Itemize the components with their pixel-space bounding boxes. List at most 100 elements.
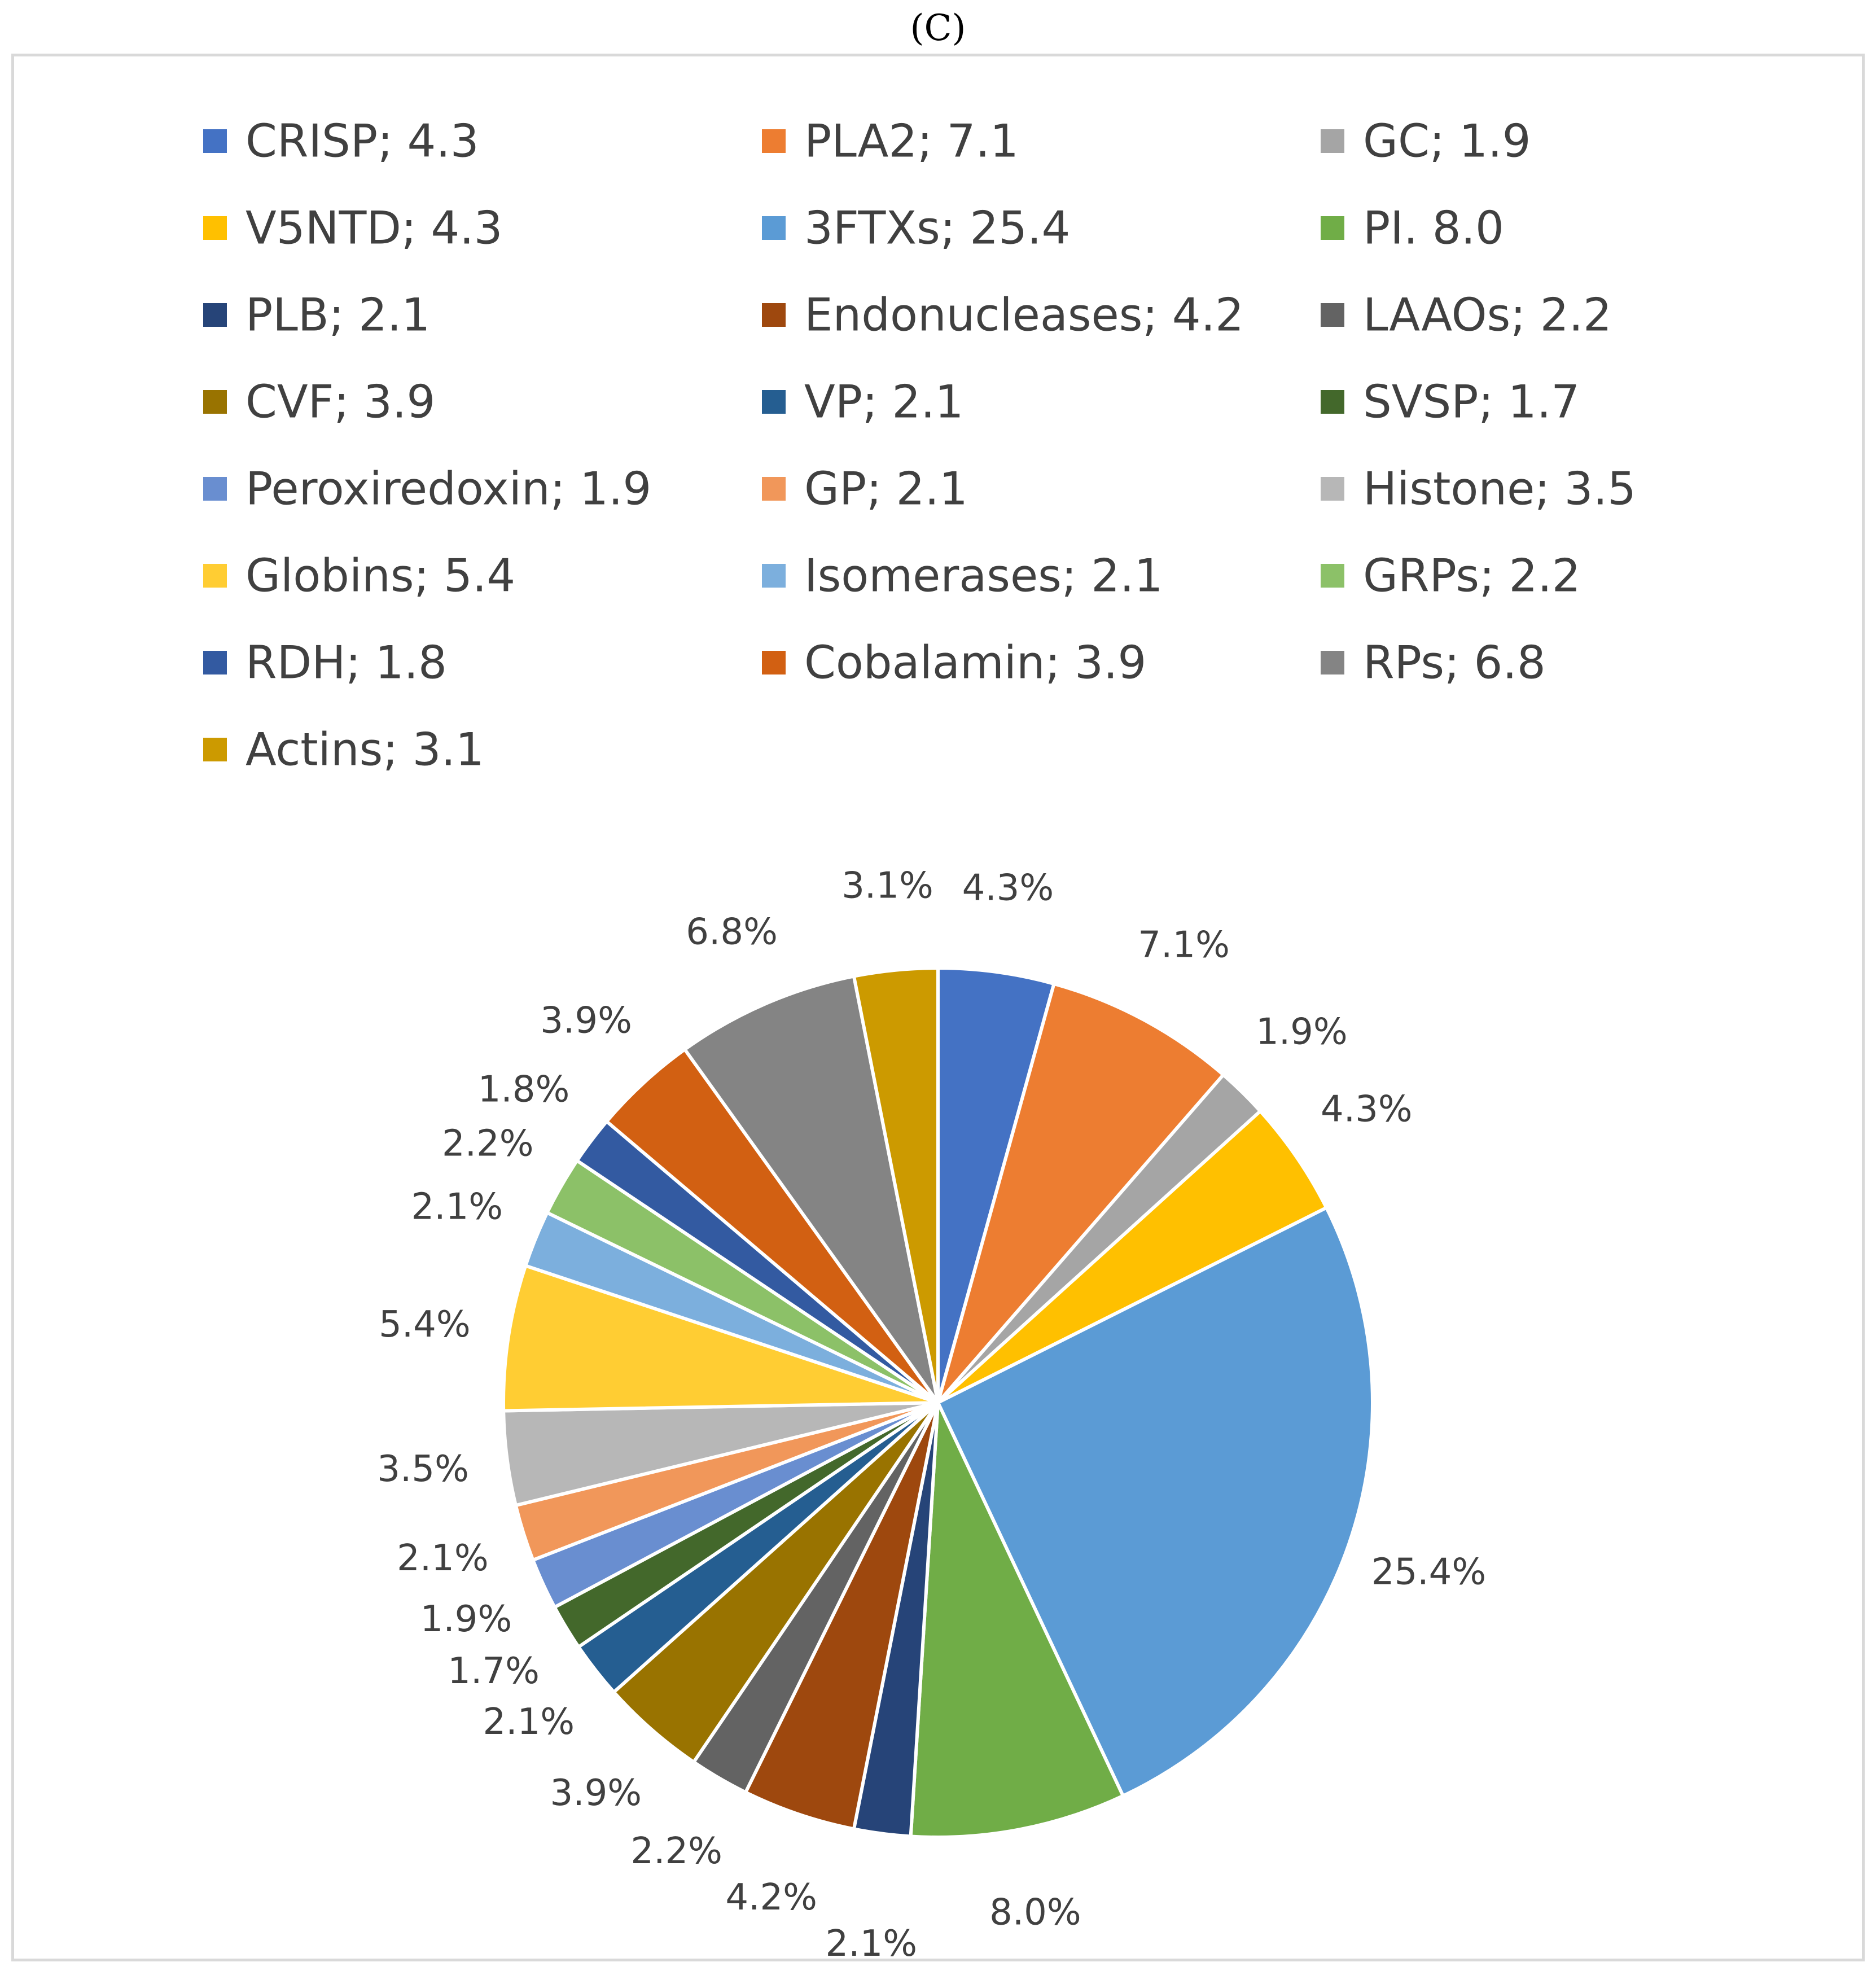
- data-label-vp: 2.1%: [483, 1701, 575, 1743]
- legend-swatch: [762, 477, 786, 501]
- legend-item-rps: RPs; 6.8: [1321, 637, 1546, 689]
- legend-label: RPs; 6.8: [1363, 637, 1546, 689]
- legend-item-peroxiredoxin: Peroxiredoxin; 1.9: [203, 463, 651, 515]
- legend-swatch: [1321, 564, 1344, 588]
- legend-label: CVF; 3.9: [246, 376, 435, 428]
- legend-swatch: [1321, 390, 1344, 414]
- legend-label: SVSP; 1.7: [1363, 376, 1580, 428]
- data-label-pla2: 7.1%: [1138, 925, 1230, 966]
- data-label-v5ntd: 4.3%: [1321, 1089, 1413, 1131]
- data-label-isomerases: 2.1%: [411, 1186, 503, 1228]
- pie-slice-v5ntd: [936, 1109, 1329, 1404]
- legend-swatch: [203, 129, 227, 153]
- legend-label: RDH; 1.8: [246, 637, 447, 689]
- legend-swatch: [203, 303, 227, 327]
- legend-item-pla2: PLA2; 7.1: [762, 115, 1019, 168]
- legend-item-grps: GRPs; 2.2: [1321, 550, 1581, 602]
- legend-item-gc: GC; 1.9: [1321, 115, 1531, 168]
- legend-item-plb: PLB; 2.1: [203, 289, 430, 341]
- legend-swatch: [203, 216, 227, 240]
- legend-swatch: [762, 216, 786, 240]
- data-label-cobalamin: 3.9%: [540, 1000, 632, 1041]
- legend-label: GP; 2.1: [804, 463, 968, 515]
- legend-item-v5ntd: V5NTD; 4.3: [203, 202, 503, 255]
- data-label-gp: 2.1%: [397, 1538, 489, 1579]
- pie-slice-globins: [502, 1264, 940, 1413]
- chart-legend: CRISP; 4.3 PLA2; 7.1 GC; 1.9 V5NTD; 4.3 3FTX…: [203, 115, 1636, 776]
- data-labels: 4.3%7.1%1.9%4.3%25.4%8.0%2.1%4.2%2.2%3.9…: [377, 865, 1486, 1959]
- legend-label: Cobalamin; 3.9: [804, 637, 1146, 689]
- data-label-histone: 3.5%: [377, 1448, 469, 1490]
- data-label-rdh: 1.8%: [478, 1068, 570, 1110]
- legend-swatch: [203, 651, 227, 674]
- legend-swatch: [1321, 477, 1344, 501]
- legend-item-isomerases: Isomerases; 2.1: [762, 550, 1163, 602]
- legend-label: Endonucleases; 4.2: [804, 289, 1244, 341]
- legend-item-endonucleases: Endonucleases; 4.2: [762, 289, 1244, 341]
- legend-swatch: [762, 564, 786, 588]
- legend-swatch: [203, 564, 227, 588]
- legend-swatch: [762, 651, 786, 674]
- legend-item-pi: PI. 8.0: [1321, 202, 1504, 255]
- data-label-rps: 6.8%: [686, 911, 778, 953]
- legend-item-gp: GP; 2.1: [762, 463, 968, 515]
- legend-swatch: [762, 390, 786, 414]
- pie-slice-endonucleases: [744, 1401, 940, 1831]
- legend-swatch: [1321, 303, 1344, 327]
- legend-item-cvf: CVF; 3.9: [203, 376, 435, 428]
- legend-label: LAAOs; 2.2: [1363, 289, 1612, 341]
- data-label-pi: 8.0%: [989, 1892, 1081, 1934]
- data-label-laaos: 2.2%: [630, 1830, 722, 1872]
- legend-swatch: [203, 477, 227, 501]
- data-label-crisp: 4.3%: [962, 867, 1054, 909]
- legend-item-svsp: SVSP; 1.7: [1321, 376, 1580, 428]
- legend-item-cobalamin: Cobalamin; 3.9: [762, 637, 1146, 689]
- legend-item-globins: Globins; 5.4: [203, 550, 515, 602]
- legend-swatch: [1321, 216, 1344, 240]
- pie-slice-cobalamin: [604, 1048, 940, 1404]
- data-label-gc: 1.9%: [1256, 1011, 1348, 1053]
- pie-slice-3ftxs: [936, 1206, 1374, 1798]
- pie-slice-actins: [852, 966, 940, 1404]
- legend-label: PLA2; 7.1: [804, 115, 1019, 168]
- legend-label: V5NTD; 4.3: [246, 202, 503, 255]
- legend-label: 3FTXs; 25.4: [804, 202, 1070, 255]
- pie-slice-pla2: [936, 982, 1225, 1404]
- legend-item-vp: VP; 2.1: [762, 376, 964, 428]
- pie-slice-cvf: [612, 1401, 940, 1764]
- panel-label: (C): [910, 7, 966, 49]
- legend-label: Isomerases; 2.1: [804, 550, 1163, 602]
- data-label-grps: 2.2%: [442, 1123, 534, 1165]
- legend-swatch: [1321, 651, 1344, 674]
- data-label-svsp: 1.7%: [448, 1650, 540, 1692]
- data-label-plb: 2.1%: [826, 1923, 918, 1959]
- legend-swatch: [203, 738, 227, 761]
- legend-label: PLB; 2.1: [246, 289, 430, 341]
- legend-item-laaos: LAAOs; 2.2: [1321, 289, 1612, 341]
- legend-item-3ftxs: 3FTXs; 25.4: [762, 202, 1070, 255]
- chart-frame: CRISP; 4.3 PLA2; 7.1 GC; 1.9 V5NTD; 4.3 3FTX…: [11, 54, 1865, 1961]
- pie-slice-pi: [909, 1401, 1125, 1839]
- legend-item-crisp: CRISP; 4.3: [203, 115, 479, 168]
- legend-item-histone: Histone; 3.5: [1321, 463, 1636, 515]
- legend-label: CRISP; 4.3: [246, 115, 479, 168]
- legend-label: GRPs; 2.2: [1363, 550, 1581, 602]
- legend-item-actins: Actins; 3.1: [203, 724, 484, 776]
- legend-label: Globins; 5.4: [246, 550, 515, 602]
- legend-swatch: [203, 390, 227, 414]
- data-label-cvf: 3.9%: [550, 1772, 642, 1814]
- legend-swatch: [762, 303, 786, 327]
- data-label-3ftxs: 25.4%: [1371, 1552, 1486, 1593]
- data-label-actins: 3.1%: [841, 865, 933, 906]
- legend-label: Peroxiredoxin; 1.9: [246, 463, 651, 515]
- pie-chart: CRISP; 4.3 PLA2; 7.1 GC; 1.9 V5NTD; 4.3 3FTX…: [203, 115, 1636, 1959]
- legend-label: PI. 8.0: [1363, 202, 1504, 255]
- legend-swatch: [1321, 129, 1344, 153]
- legend-label: Histone; 3.5: [1363, 463, 1636, 515]
- legend-item-rdh: RDH; 1.8: [203, 637, 447, 689]
- legend-swatch: [762, 129, 786, 153]
- legend-label: Actins; 3.1: [246, 724, 484, 776]
- data-label-endonucleases: 4.2%: [725, 1877, 817, 1919]
- legend-label: VP; 2.1: [804, 376, 964, 428]
- pie-slices: [502, 966, 1374, 1839]
